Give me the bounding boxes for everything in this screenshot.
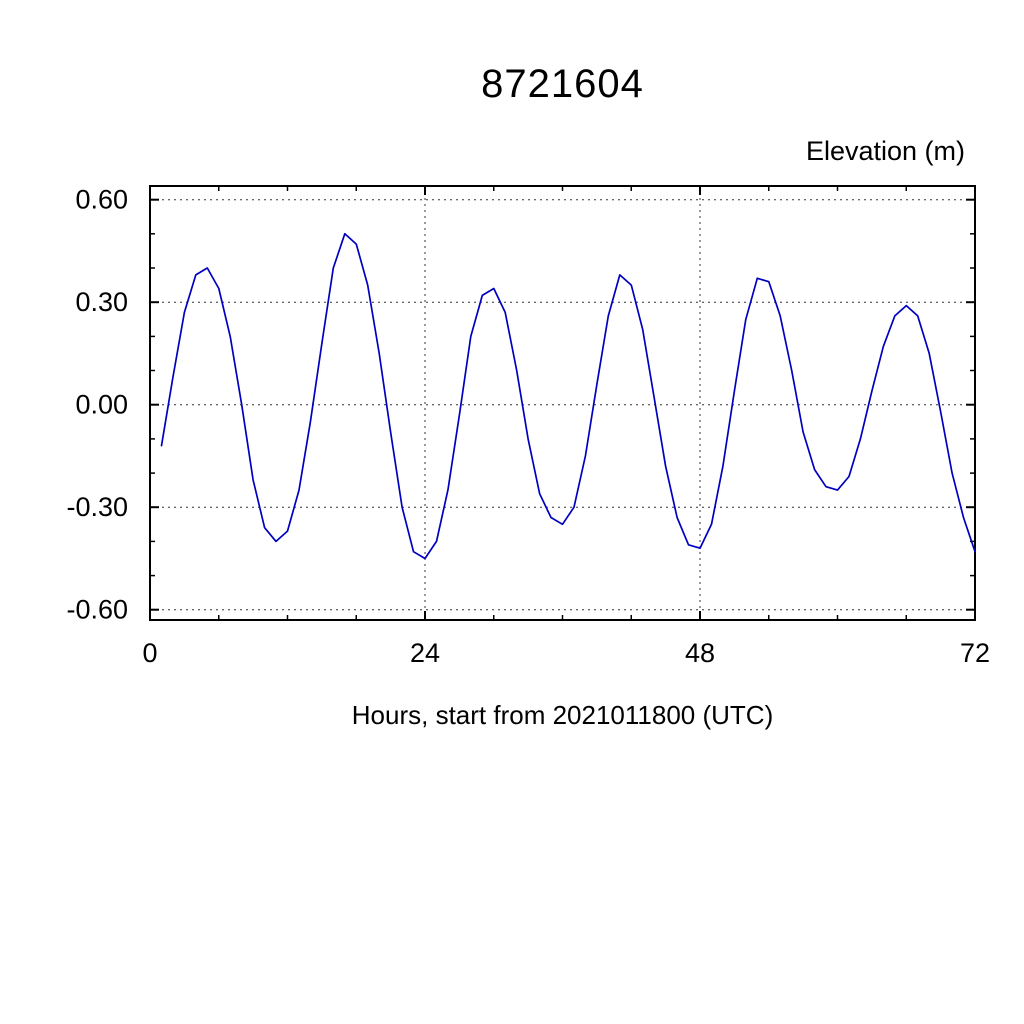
elevation-series-line: [160, 232, 976, 560]
chart-title: 8721604: [481, 62, 644, 106]
x-tick-label: 48: [685, 638, 715, 668]
y-tick-label: 0.00: [75, 390, 128, 420]
elevation-unit-label: Elevation (m): [805, 136, 965, 166]
y-tick-label: -0.30: [66, 492, 128, 522]
y-tick-label: 0.30: [75, 287, 128, 317]
x-tick-label: 72: [960, 638, 990, 668]
y-tick-label: 0.60: [75, 185, 128, 215]
x-axis-label: Hours, start from 2021011800 (UTC): [351, 700, 774, 730]
x-tick-label: 0: [142, 638, 157, 668]
x-tick-label: 24: [410, 638, 440, 668]
y-tick-label: -0.60: [66, 595, 128, 625]
